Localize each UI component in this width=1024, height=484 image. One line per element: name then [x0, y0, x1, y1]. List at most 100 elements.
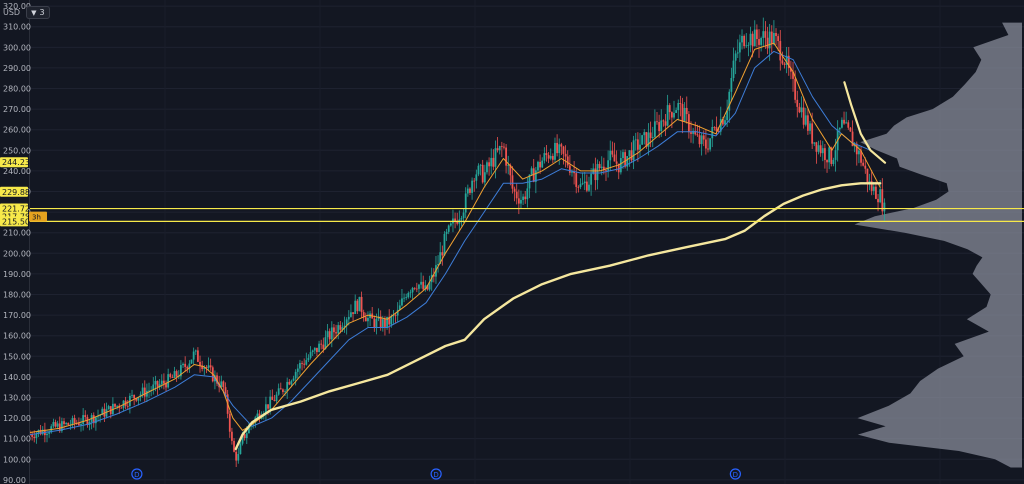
candle-body [388, 316, 391, 325]
candle-body [267, 404, 269, 409]
candle-body [707, 148, 709, 150]
event-marker-label: D [733, 471, 738, 479]
candle-body [375, 319, 378, 328]
candle-body [411, 287, 414, 293]
candle-body [279, 388, 282, 390]
horizontal-levels [30, 207, 1024, 222]
candle-body [303, 363, 306, 365]
candle-body [409, 292, 412, 294]
candle-body [177, 376, 180, 378]
layers-button[interactable]: ▼ 3 [26, 6, 50, 19]
candle-body [479, 164, 482, 166]
candle-body [858, 150, 860, 155]
candle-body [80, 424, 82, 426]
candle-body [56, 423, 59, 427]
candle-body [498, 146, 501, 151]
candle-body [343, 325, 346, 328]
price-label-box [0, 203, 28, 214]
candle-body [86, 417, 89, 425]
candle-body [543, 153, 546, 161]
candle-body [675, 110, 678, 113]
candle-body [190, 359, 193, 364]
candle-body [392, 315, 395, 317]
candle-body [469, 188, 471, 193]
candle-body [35, 433, 38, 439]
price-tick-label: 240.00 [3, 167, 31, 176]
candle-body [875, 186, 877, 199]
candle-body [352, 312, 354, 314]
candle-body [787, 55, 790, 69]
candle-body [530, 168, 533, 175]
candle-body [358, 296, 361, 312]
candle-body [39, 429, 42, 435]
price-tick-label: 300.00 [3, 43, 31, 52]
candle-body [239, 443, 242, 455]
candle-body [173, 371, 176, 378]
candle-body [99, 415, 102, 417]
candle-body [526, 188, 529, 200]
candle-body [58, 423, 61, 432]
candle-body [60, 421, 63, 432]
candle-body [186, 366, 189, 369]
candle-body [447, 225, 450, 232]
candle-body [379, 316, 382, 329]
candle-body [84, 415, 87, 418]
candle-body [726, 110, 729, 121]
candle-body [817, 145, 820, 152]
candle-body [445, 231, 448, 234]
candle-body [834, 150, 837, 160]
candle-body [596, 164, 599, 181]
price-tick-label: 190.00 [3, 270, 31, 279]
candle-body [333, 327, 335, 333]
candle-body [841, 119, 843, 128]
candle-body [790, 68, 792, 72]
candle-body [488, 162, 490, 167]
event-marker-circle [430, 468, 442, 480]
candle-body [783, 63, 786, 65]
candle-body [326, 331, 329, 338]
candle-body [598, 164, 601, 169]
candle-body [46, 433, 48, 436]
candle-body [696, 134, 699, 136]
event-marker-label: D [433, 471, 438, 479]
candle-body [685, 107, 688, 115]
candle-body [585, 181, 588, 191]
candle-body [73, 418, 76, 424]
candle-body [730, 77, 733, 92]
candle-body [386, 316, 388, 327]
candle-body [492, 157, 495, 167]
price-tick-label: 210.00 [3, 229, 31, 238]
candle-body [517, 198, 520, 204]
price-tick-label: 200.00 [3, 249, 31, 258]
candle-body [67, 422, 70, 425]
candle-body [194, 350, 197, 352]
candle-body [732, 60, 735, 78]
candle-body [738, 42, 741, 53]
candle-body [651, 136, 654, 138]
candle-body [137, 396, 140, 401]
candle-body [71, 418, 74, 425]
event-marker-circle [131, 468, 143, 480]
candle-body [273, 399, 276, 401]
candle-body [700, 135, 703, 145]
price-tick-label: 160.00 [3, 332, 31, 341]
candle-body [692, 130, 695, 134]
candle-body [381, 319, 384, 329]
candle-body [126, 405, 129, 407]
candle-body [209, 365, 212, 368]
last-price-badge-text: 3h [32, 214, 41, 222]
candle-body [511, 175, 514, 189]
candle-body [116, 405, 119, 407]
price-axis[interactable]: 320.00 310.00 300.00 290.00 280.00 270.00 260.… [0, 0, 31, 484]
candle-body [568, 165, 571, 173]
candle-body [564, 153, 567, 157]
candle-body [77, 423, 80, 426]
candle-body [717, 131, 720, 132]
price-tick-label: 150.00 [3, 352, 31, 361]
candle-body [713, 127, 716, 128]
candle-body [647, 132, 650, 147]
candle-body [653, 121, 656, 137]
candle-body [734, 53, 737, 61]
candle-body [764, 31, 767, 38]
